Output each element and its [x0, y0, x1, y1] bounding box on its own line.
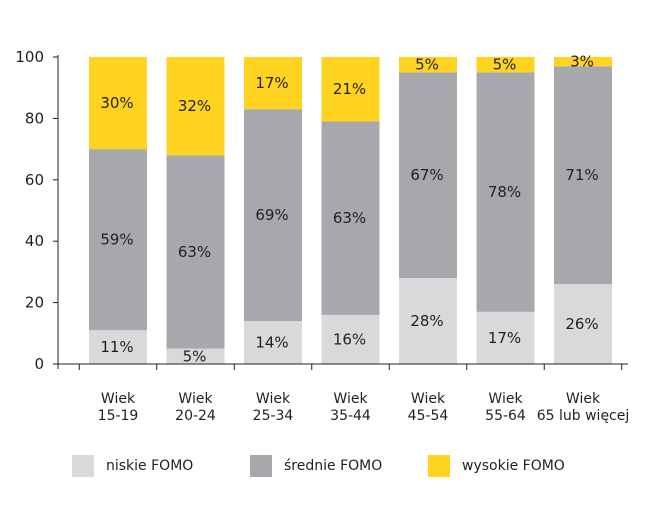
y-tick-label-0: 0 — [34, 355, 44, 373]
bar-segment-0-3 — [321, 314, 380, 364]
data-label-2-0: 30% — [100, 94, 133, 112]
y-tick-label-20: 20 — [25, 294, 44, 312]
legend-swatch-srednie — [250, 455, 272, 477]
x-category-label-1-0: Wiek — [178, 391, 213, 407]
data-label-0-0: 11% — [100, 338, 133, 356]
legend-label-niskie: niskie FOMO — [106, 458, 194, 474]
data-label-2-5: 5% — [493, 56, 517, 74]
x-category-label-5-1: 55-64 — [485, 408, 526, 424]
bar-segment-2-1 — [166, 57, 225, 156]
x-category-label-3-1: 35-44 — [330, 408, 371, 424]
data-label-2-4: 5% — [415, 56, 439, 74]
x-category-label-6-1: 65 lub więcej — [537, 408, 630, 424]
bar-segment-0-2 — [244, 321, 302, 364]
legend: niskie FOMO średnie FOMO wysokie FOMO — [0, 455, 655, 485]
legend-label-wysokie: wysokie FOMO — [462, 458, 565, 474]
data-label-1-3: 63% — [333, 209, 366, 227]
bar-segment-2-4 — [399, 57, 457, 73]
y-tick-label-60: 60 — [25, 171, 44, 189]
data-label-1-6: 71% — [565, 166, 598, 184]
y-tick-label-40: 40 — [25, 232, 44, 250]
data-label-0-3: 16% — [333, 330, 366, 348]
data-label-1-4: 67% — [410, 166, 443, 184]
bar-segment-1-0 — [89, 149, 147, 331]
legend-item-wysokie: wysokie FOMO — [428, 455, 565, 477]
bar-segment-1-5 — [476, 72, 535, 312]
x-category-label-6-0: Wiek — [566, 391, 601, 407]
bar-segment-2-6 — [554, 57, 612, 67]
data-label-0-4: 28% — [410, 312, 443, 330]
data-label-1-0: 59% — [100, 231, 133, 249]
data-label-0-1: 5% — [183, 347, 207, 365]
x-category-label-2-0: Wiek — [256, 391, 291, 407]
bar-segment-2-5 — [476, 57, 535, 73]
x-category-label-0-1: 15-19 — [98, 408, 139, 424]
data-label-0-6: 26% — [565, 315, 598, 333]
bar-segment-1-4 — [399, 72, 457, 279]
data-label-2-2: 17% — [255, 74, 288, 92]
bar-segment-0-4 — [399, 278, 457, 364]
y-tick-label-100: 100 — [15, 48, 44, 66]
bar-segment-1-3 — [321, 121, 380, 315]
x-category-label-1-1: 20-24 — [175, 408, 216, 424]
bar-segment-2-3 — [321, 57, 380, 122]
legend-label-srednie: średnie FOMO — [284, 458, 383, 474]
labels-group: 11% 59% 30% 5% 63% 32% 14% 69% 17% 16% 63% 21% 28% 67… — [100, 53, 598, 366]
data-label-2-6: 3% — [570, 53, 594, 71]
x-category-label-4-0: Wiek — [411, 391, 446, 407]
x-category-label-5-0: Wiek — [488, 391, 523, 407]
bar-segment-0-6 — [554, 284, 612, 364]
bar-segment-1-6 — [554, 66, 612, 285]
legend-item-srednie: średnie FOMO — [250, 455, 382, 477]
x-category-label-2-1: 25-34 — [253, 408, 294, 424]
data-label-1-5: 78% — [488, 183, 521, 201]
x-category-label-3-0: Wiek — [333, 391, 368, 407]
data-label-2-1: 32% — [178, 97, 211, 115]
data-label-0-2: 14% — [255, 334, 288, 352]
data-label-0-5: 17% — [488, 329, 521, 347]
bar-segment-2-0 — [89, 57, 147, 150]
bar-segment-1-1 — [166, 155, 225, 349]
data-label-2-3: 21% — [333, 80, 366, 98]
bar-segment-2-2 — [244, 57, 302, 110]
y-tick-label-80: 80 — [25, 109, 44, 127]
legend-swatch-niskie — [72, 455, 94, 477]
data-label-1-1: 63% — [178, 243, 211, 261]
bar-segment-0-0 — [89, 330, 147, 364]
data-label-1-2: 69% — [255, 206, 288, 224]
bar-segment-1-2 — [244, 109, 302, 322]
x-category-label-0-0: Wiek — [101, 391, 136, 407]
axes-group: 020406080100Wiek15-19Wiek20-24Wiek25-34W… — [15, 48, 629, 424]
x-category-label-4-1: 45-54 — [408, 408, 449, 424]
bar-segment-0-5 — [476, 311, 535, 364]
legend-swatch-wysokie — [428, 455, 450, 477]
bars-group — [89, 57, 612, 364]
bar-segment-0-1 — [166, 348, 225, 364]
legend-item-niskie: niskie FOMO — [72, 455, 193, 477]
